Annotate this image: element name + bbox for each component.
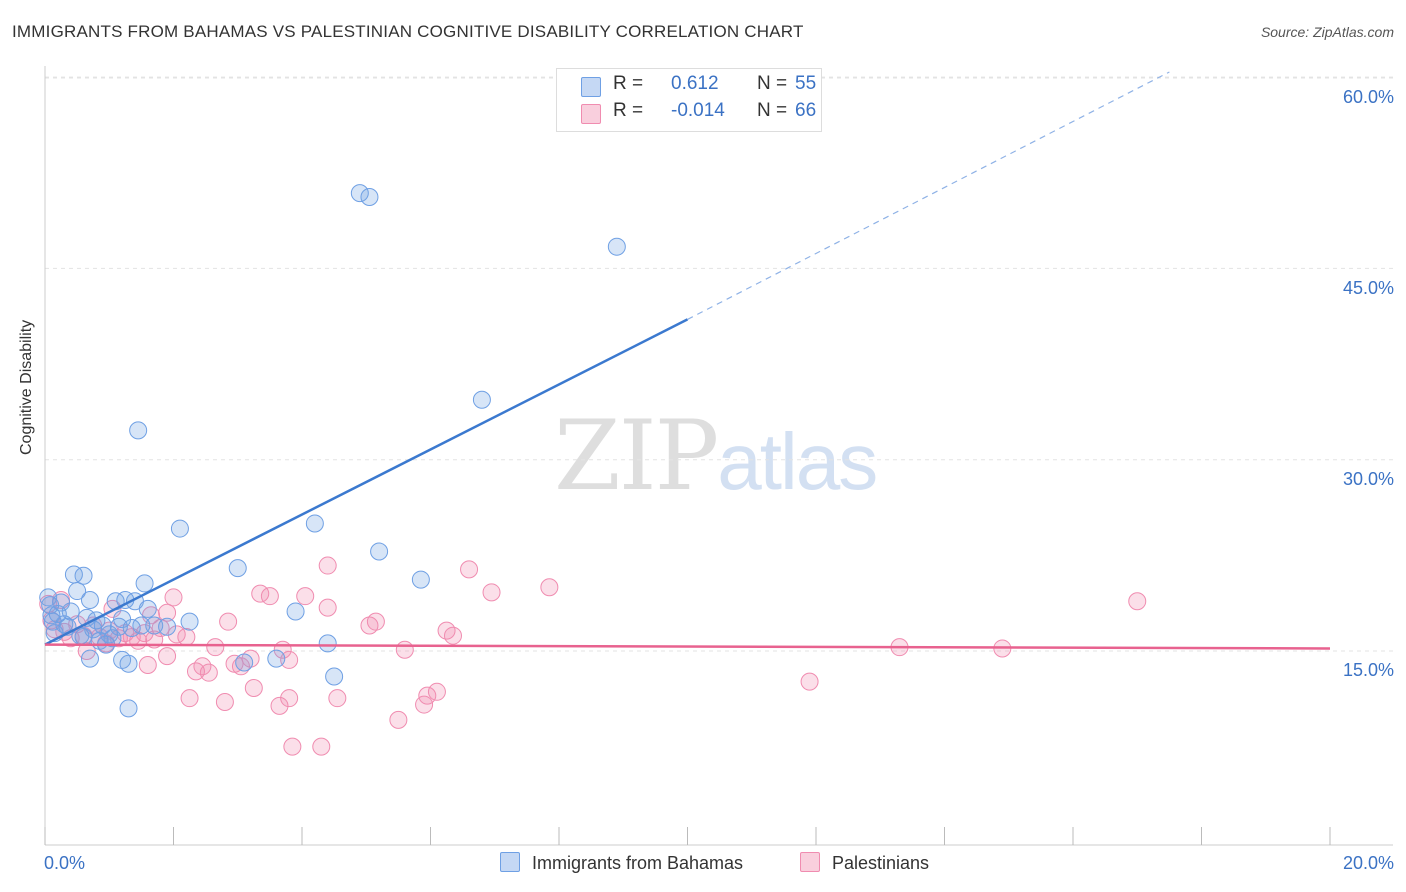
bahamas-point <box>350 184 369 203</box>
chart-title: IMMIGRANTS FROM BAHAMAS VS PALESTINIAN C… <box>12 22 804 41</box>
n-label: N = <box>757 100 788 121</box>
palestinian-point <box>800 672 819 691</box>
watermark-zip: ZIP <box>554 400 719 512</box>
source-label: Source: ZipAtlas.com <box>1260 24 1394 40</box>
bahamas-point <box>267 649 286 668</box>
palestinian-point <box>418 686 437 705</box>
bahamas-point <box>472 390 491 409</box>
palestinian-point <box>482 583 501 602</box>
palestinian-point <box>219 612 238 631</box>
x-tick-label-min: 0.0% <box>44 853 86 873</box>
bahamas-point <box>325 667 344 686</box>
bahamas-point <box>119 699 138 718</box>
y-tick-label-30: 30.0% <box>1342 469 1394 489</box>
palestinian-point <box>389 710 408 729</box>
bahamas-point <box>68 582 87 601</box>
palestinian-point <box>395 640 414 659</box>
bahamas-trend-extension <box>687 71 1170 320</box>
n-value: 66 <box>795 100 817 121</box>
bottom-legend-swatch-bahamas <box>500 852 520 872</box>
palestinian-point <box>1128 592 1147 611</box>
palestinian-point <box>244 678 263 697</box>
bahamas-point <box>132 616 151 635</box>
palestinian-point <box>206 638 225 657</box>
correlation-legend: R = 0.612 N = 55 R = -0.014 N = 66 <box>556 68 822 132</box>
palestinian-point <box>318 598 337 617</box>
bottom-legend-label-bahamas: Immigrants from Bahamas <box>532 853 744 873</box>
bahamas-trend-line <box>44 318 689 646</box>
r-value: -0.014 <box>671 100 725 121</box>
palestinian-point <box>215 693 234 712</box>
r-label: R = <box>613 73 644 94</box>
palestinian-point <box>280 650 299 669</box>
bahamas-point <box>80 590 99 609</box>
y-tick-label-15: 15.0% <box>1342 660 1394 680</box>
palestinian-point <box>296 587 315 606</box>
bahamas-point <box>180 612 199 631</box>
bahamas-point <box>286 602 305 621</box>
palestinian-point <box>180 689 199 708</box>
palestinian-point <box>138 656 157 675</box>
palestinian-point <box>158 647 177 666</box>
bahamas-point <box>135 574 154 593</box>
bahamas-point <box>607 237 626 256</box>
bahamas-point <box>138 599 157 618</box>
legend-swatch-bahamas <box>581 77 601 97</box>
bahamas-point <box>235 653 254 672</box>
palestinian-point <box>312 737 331 756</box>
watermark-atlas: atlas <box>717 417 878 506</box>
palestinian-point <box>427 682 446 701</box>
legend-swatch-palestinians <box>581 104 601 124</box>
palestinian-point <box>270 696 289 715</box>
bahamas-point <box>119 654 138 673</box>
palestinian-point <box>280 689 299 708</box>
r-value: 0.612 <box>671 73 719 94</box>
bahamas-point <box>93 616 112 635</box>
bahamas-point <box>103 629 122 648</box>
y-tick-label-60: 60.0% <box>1342 87 1394 107</box>
x-tick-label-max: 20.0% <box>1342 853 1394 873</box>
bahamas-point <box>74 627 93 646</box>
bahamas-point <box>228 559 247 578</box>
bahamas-point <box>74 566 93 585</box>
palestinian-point <box>158 603 177 622</box>
palestinian-point <box>443 626 462 645</box>
palestinian-point <box>199 663 218 682</box>
bottom-legend-bahamas: Immigrants from Bahamas <box>500 852 743 874</box>
palestinian-point <box>366 612 385 631</box>
palestinian-point <box>177 627 196 646</box>
bahamas-point <box>170 519 189 538</box>
palestinian-point <box>318 556 337 575</box>
bottom-legend-label-palestinians: Palestinians <box>832 853 930 873</box>
bahamas-point <box>370 542 389 561</box>
palestinian-point <box>540 578 559 597</box>
bahamas-point <box>158 617 177 636</box>
palestinian-point <box>283 737 302 756</box>
watermark: ZIPatlas <box>554 400 878 512</box>
palestinian-point <box>193 657 212 676</box>
bottom-legend-palestinians: Palestinians <box>800 852 929 874</box>
n-label: N = <box>757 73 788 94</box>
palestinian-point <box>460 560 479 579</box>
bahamas-point <box>42 606 61 625</box>
palestinian-trend-line <box>44 643 1331 650</box>
bahamas-point <box>411 570 430 589</box>
bahamas-point <box>305 514 324 533</box>
bahamas-point <box>318 634 337 653</box>
bahamas-point <box>61 602 80 621</box>
palestinian-point <box>260 587 279 606</box>
bahamas-point <box>129 421 148 440</box>
y-axis-label: Cognitive Disability <box>18 319 35 455</box>
bahamas-point <box>360 187 379 206</box>
bahamas-point <box>80 649 99 668</box>
bottom-legend-swatch-palestinians <box>800 852 820 872</box>
y-tick-label-45: 45.0% <box>1342 278 1394 298</box>
palestinian-point <box>164 588 183 607</box>
n-value: 55 <box>795 73 817 94</box>
palestinian-point <box>328 689 347 708</box>
r-label: R = <box>613 100 644 121</box>
bahamas-point <box>145 616 164 635</box>
